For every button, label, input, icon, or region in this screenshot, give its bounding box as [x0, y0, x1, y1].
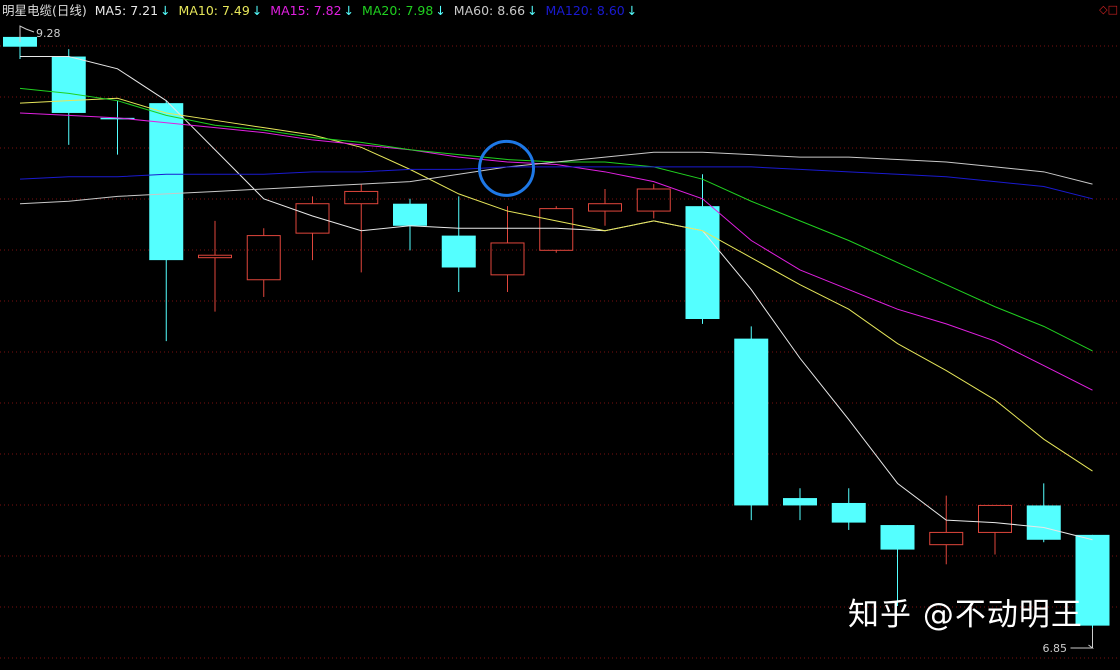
down-arrow-icon: ↓: [251, 3, 263, 18]
candle-body-down: [880, 525, 915, 550]
ma-line-ma5: [20, 56, 1093, 541]
ma-line-ma120: [19, 166, 1093, 200]
candle-body-down: [831, 502, 866, 523]
down-arrow-icon: ↓: [527, 3, 538, 18]
candle-doji: [100, 117, 135, 120]
down-arrow-icon: ↓: [343, 3, 355, 18]
indicator-ma120: MA120: 8.60 ↓: [546, 3, 642, 18]
indicator-ma15: MA15: 7.82 ↓: [270, 3, 358, 18]
corner-icons[interactable]: ◇□: [1099, 3, 1118, 16]
indicator-legend: 明星电缆(日线) MA5: 7.21 ↓ MA10: 7.49 ↓ MA15: 7.82…: [2, 3, 645, 18]
down-arrow-icon: ↓: [626, 3, 638, 18]
highlight-circle: [478, 139, 535, 197]
candle-body-down: [783, 498, 817, 506]
low-marker: [1070, 644, 1094, 649]
low-price-label: 6.85: [1043, 642, 1068, 655]
candle-body-down: [149, 103, 184, 261]
candle-body-up: [246, 235, 281, 281]
candle-body-down: [734, 338, 769, 506]
candle-body-up: [539, 208, 574, 251]
candle-body-up: [344, 190, 379, 205]
candle-body-up: [978, 504, 1012, 533]
watermark: 知乎 @不动明王: [848, 597, 1083, 633]
candle-body-up: [295, 203, 330, 234]
indicator-ma5: MA5: 7.21 ↓: [95, 3, 175, 18]
indicator-ma60: MA60: 8.66 ↓: [454, 3, 542, 18]
indicator-value: MA15: 7.82: [270, 3, 342, 18]
candle-body-down: [1075, 534, 1110, 626]
indicator-value: MA120: 8.60: [545, 3, 625, 18]
candle-body-down: [51, 56, 86, 113]
indicator-value: MA5: 7.21: [94, 3, 159, 18]
high-price-label: 9.28: [36, 27, 61, 40]
candle-body-up: [198, 254, 232, 259]
indicator-value: MA60: 8.66: [453, 3, 526, 18]
candle-body-up: [929, 531, 964, 546]
candle-body-down: [441, 235, 476, 268]
high-marker: [19, 25, 35, 42]
ma-line-ma15: [19, 112, 1093, 391]
indicator-ma20: MA20: 7.98 ↓: [362, 3, 450, 18]
candle-body-up: [588, 203, 622, 212]
candle-body-down: [1026, 505, 1061, 540]
candle-body-down: [685, 206, 720, 320]
indicator-value: MA20: 7.98: [362, 3, 434, 18]
candle-body-up: [636, 188, 671, 212]
down-arrow-icon: ↓: [160, 3, 171, 18]
indicator-ma10: MA10: 7.49 ↓: [179, 3, 267, 18]
ma-line-ma10: [19, 97, 1093, 472]
ma-line-ma60: [19, 151, 1093, 205]
chart-title: 明星电缆(日线): [2, 3, 87, 18]
down-arrow-icon: ↓: [435, 3, 446, 18]
candle-body-up: [490, 242, 525, 276]
indicator-value: MA10: 7.49: [178, 3, 250, 18]
candle-body-down: [393, 203, 427, 226]
